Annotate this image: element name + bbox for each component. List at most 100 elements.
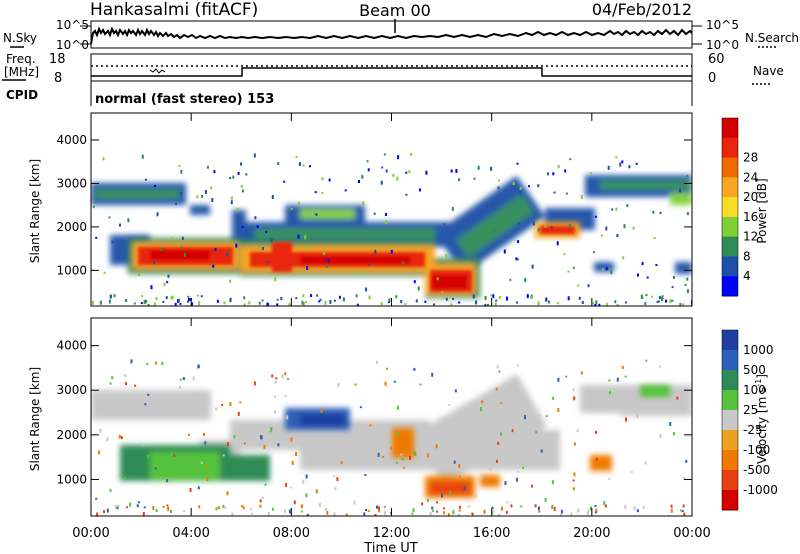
velocity-echo-cell [576, 429, 579, 433]
power-echo-cell [383, 153, 386, 156]
power-echo-cell [661, 297, 663, 301]
power-echo-cell [593, 251, 595, 254]
velocity-echo-cell [109, 488, 112, 492]
cpid-label: CPID [6, 88, 38, 102]
power-echo-cell [319, 298, 322, 301]
power-echo-cell [624, 301, 627, 304]
power-echo-cell [271, 195, 274, 199]
power-echo-cell [610, 270, 613, 275]
velocity-echo-cell [274, 380, 277, 384]
noise-sky-label: N.Sky [3, 31, 37, 45]
power-echo-cell [295, 297, 298, 300]
power-echo-cell [492, 294, 495, 299]
velocity-ylabel: Slant Range [km] [28, 367, 42, 471]
velocity-echo-cell [124, 374, 127, 377]
power-echo-cell [641, 296, 644, 299]
velocity-echo-cell [685, 459, 688, 463]
power-echo-cell [615, 207, 618, 211]
power-echo-cell [327, 258, 330, 263]
power-echo-cell [653, 237, 656, 240]
velocity-echo-cell [260, 435, 263, 440]
power-echo-cell [156, 212, 159, 217]
power-echo-cell [362, 201, 365, 206]
velocity-echo-cell [396, 405, 399, 410]
beam-title: Beam 00 [359, 1, 431, 20]
velocity-echo-cell [453, 460, 456, 464]
power-echo-cell [229, 297, 232, 302]
velocity-echo-cell [318, 502, 321, 507]
power-echo-cell [304, 235, 307, 240]
velocity-echo-cell [147, 393, 150, 396]
velocity-echo-cell [551, 504, 554, 508]
power-echo-cell [180, 169, 183, 174]
velocity-echo-cell [206, 477, 209, 482]
velocity-echo-cell [259, 504, 262, 508]
power-echo-cell [235, 243, 238, 248]
velocity-colorbar-cell [722, 490, 738, 511]
power-echo-cell [433, 303, 435, 306]
power-echo-cell [315, 213, 318, 216]
power-colorbar-tick: 4 [743, 269, 751, 283]
velocity-colorbar-tick: -500 [743, 463, 770, 477]
power-echo-cell [212, 264, 215, 268]
power-echo-cell [204, 190, 207, 194]
velocity-echo-cell [545, 415, 548, 418]
power-echo-cell [297, 234, 300, 239]
noise-search-label: N.Search [745, 31, 799, 45]
velocity-echo-cell [239, 401, 242, 404]
power-echo-cell [628, 165, 631, 169]
velocity-echo-cell [300, 504, 303, 509]
power-echo-cell [274, 277, 277, 282]
power-echo-cell [92, 300, 95, 305]
power-echo-cell [445, 253, 448, 258]
velocity-echo-cell [587, 508, 590, 511]
velocity-echo-cell [609, 391, 611, 395]
velocity-echo-cell [463, 486, 466, 491]
power-echo-cell [102, 157, 105, 161]
power-echo-cell [302, 164, 305, 167]
velocity-echo-cell [226, 491, 229, 496]
power-echo-cell [526, 294, 529, 299]
power-echo-cell [651, 295, 653, 298]
velocity-echo-cell [116, 504, 119, 507]
power-echo-cell [175, 202, 177, 205]
power-echo-cell [441, 291, 444, 294]
power-echo-cell [367, 168, 370, 172]
power-echo-cell [180, 191, 183, 196]
velocity-echo-cell [659, 365, 661, 368]
velocity-echo-cell [531, 484, 534, 488]
velocity-echo-cell [529, 449, 532, 452]
velocity-echo-cell [198, 505, 201, 509]
velocity-echo-cell [456, 436, 459, 439]
velocity-echo-cell [111, 376, 114, 380]
power-echo-cell [605, 267, 608, 271]
velocity-echo-cell [134, 384, 137, 387]
power-echo-cell [552, 172, 555, 176]
power-echo-cell [265, 230, 268, 233]
velocity-echo-cell [396, 431, 399, 436]
power-echo-cell [673, 276, 675, 279]
power-echo-cell [657, 300, 660, 303]
power-echo-cell [557, 302, 560, 305]
freq-right-tick-top: 60 [708, 52, 725, 67]
velocity-echo-cell [369, 424, 372, 427]
velocity-echo-cell [559, 513, 562, 516]
velocity-echo-cell [215, 507, 218, 511]
velocity-echo-cell [565, 375, 568, 378]
velocity-echo-cell [510, 504, 513, 508]
power-echo-cell [179, 302, 182, 305]
noise-sky-trace [90, 26, 693, 45]
velocity-echo-cell [432, 510, 435, 513]
velocity-echo-cell [263, 444, 266, 449]
power-echo-cell [611, 208, 614, 211]
velocity-echo-cell [166, 504, 169, 507]
power-echo-cell [280, 297, 283, 301]
power-echo-cell [314, 191, 317, 194]
velocity-ytick-label: 2000 [56, 428, 87, 442]
velocity-echo-cell [345, 513, 348, 516]
power-echo-cell [301, 300, 304, 305]
power-echo-cell [310, 294, 313, 298]
velocity-echo-cell [284, 395, 287, 398]
velocity-echo-cell [474, 494, 477, 498]
noise-right-tick-bottom: 10^0 [706, 38, 739, 52]
